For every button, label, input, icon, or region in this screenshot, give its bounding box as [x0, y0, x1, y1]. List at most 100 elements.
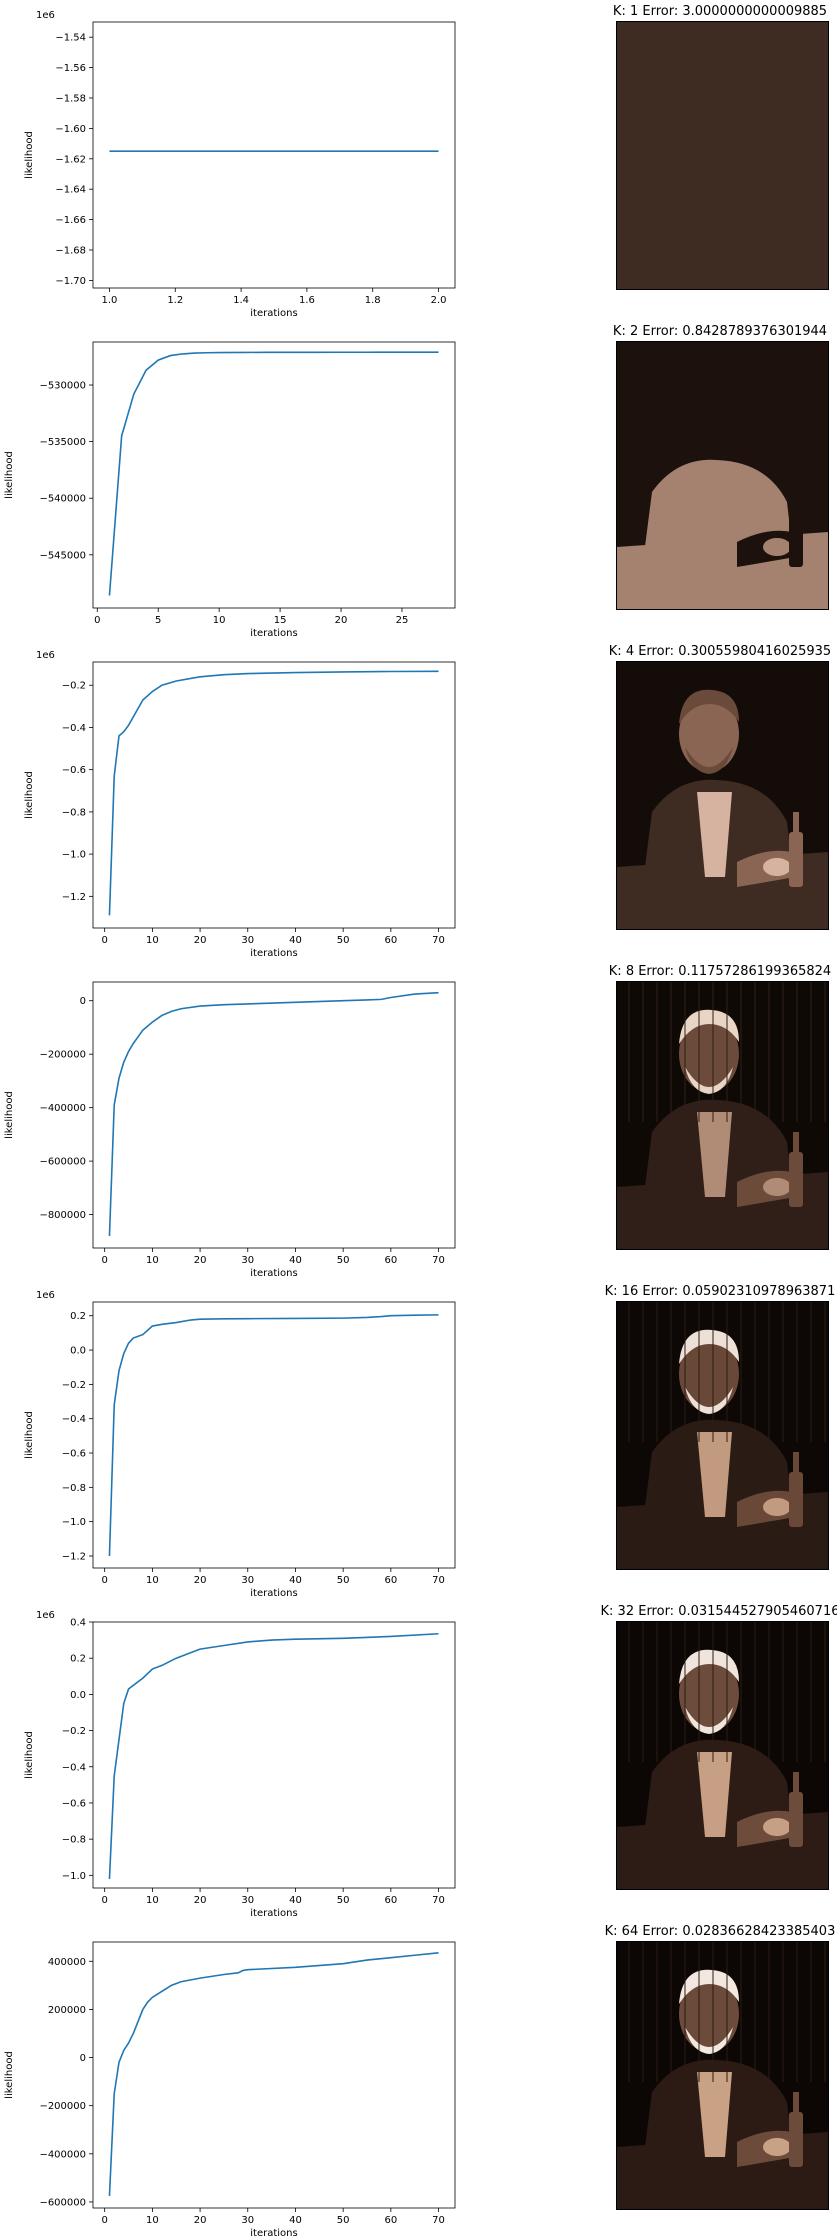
shirt-shape [697, 1752, 732, 1837]
x-tick-label: 50 [337, 1895, 350, 1906]
likelihood-line [108, 1314, 439, 1557]
y-tick-label: −0.6 [62, 1798, 86, 1809]
y-tick-label: −200000 [39, 1050, 86, 1061]
face-shape [679, 1656, 739, 1732]
x-tick-label: 0 [101, 1575, 107, 1586]
bottle-shape [789, 1792, 803, 1847]
beard-shape [685, 1387, 733, 1414]
shirt-shape [697, 472, 732, 557]
bottle-neck [793, 492, 799, 514]
bottle-neck [793, 812, 799, 834]
hand-shape [763, 858, 791, 876]
panel-title-k4: K: 4 Error: 0.30055980416025935 [608, 644, 832, 659]
plot-frame [92, 1621, 456, 1889]
x-tick-label: 50 [337, 2215, 350, 2226]
likelihood-plot-k16: 0 10 20 30 40 50 60 70 0.2 0.0 −0.2 −0.4 −0.6 −0.8 −1.… [24, 1290, 456, 1599]
y-tick-label: −1.70 [55, 276, 86, 287]
y-tick-label: −0.4 [62, 723, 86, 734]
x-tick-label: 25 [396, 615, 409, 626]
x-tick-label: 10 [146, 1575, 159, 1586]
hair-shape [679, 1009, 739, 1044]
plot-frame [92, 661, 456, 929]
hand-shape [763, 538, 791, 556]
quantized-image-render [617, 22, 828, 289]
x-tick-label: 20 [194, 1575, 207, 1586]
face-shape [679, 696, 739, 772]
x-tick-label: 0 [101, 1255, 107, 1266]
x-tick-label: 60 [384, 1575, 397, 1586]
y-tick-label: −200000 [39, 2101, 86, 2112]
bottle-neck [793, 2092, 799, 2114]
panel-title-k32: K: 32 Error: 0.031544527905460716 [600, 1604, 837, 1619]
x-tick-label: 50 [337, 935, 350, 946]
x-tick-label: 20 [194, 935, 207, 946]
x-tick-label: 20 [194, 1255, 207, 1266]
x-tick-label: 70 [432, 1895, 445, 1906]
y-axis-label: likelihood [4, 1091, 15, 1139]
x-tick-label: 60 [384, 1255, 397, 1266]
y-tick-label: −1.0 [62, 850, 86, 861]
y-tick-label: −0.4 [62, 1762, 86, 1773]
likelihood-line [108, 670, 439, 916]
x-tick-label: 60 [384, 2215, 397, 2226]
y-offset-label: 1e6 [36, 1290, 55, 1301]
hand-shape [763, 1498, 791, 1516]
y-tick-label: 200000 [48, 2005, 86, 2016]
hand-shape [763, 2138, 791, 2156]
y-tick-label: −530000 [39, 381, 86, 392]
y-tick-label: −1.64 [55, 185, 86, 196]
x-tick-label: 20 [194, 2215, 207, 2226]
likelihood-line [108, 351, 439, 596]
likelihood-plot-k1: 1.0 1.2 1.4 1.6 1.8 2.0 −1.54 −1.56 −1.58 −1.60 −1… [24, 10, 456, 319]
row-k1: 1.0 1.2 1.4 1.6 1.8 2.0 −1.54 −1.56 −1.58 −1.60 −1… [0, 0, 837, 320]
y-axis-label: likelihood [24, 131, 35, 179]
x-tick-label: 1.4 [233, 295, 249, 306]
x-tick-label: 60 [384, 935, 397, 946]
x-tick-label: 1.8 [365, 295, 381, 306]
y-axis-label: likelihood [4, 2051, 15, 2099]
hair-shape [679, 689, 739, 724]
y-tick-label: 0.0 [70, 1690, 86, 1701]
y-tick-label: −800000 [39, 1210, 86, 1221]
quantized-image-render [617, 982, 828, 1249]
x-tick-label: 0 [101, 935, 107, 946]
row-k32: 0 10 20 30 40 50 60 70 0.4 0.2 0.0 −0.2 −0.4 −0.6 −0.8… [0, 1600, 837, 1920]
x-tick-label: 70 [432, 1575, 445, 1586]
plot-frame [92, 1941, 456, 2209]
x-axis-label: iterations [250, 1588, 297, 1599]
x-tick-label: 0 [94, 615, 100, 626]
x-tick-label: 40 [289, 1255, 302, 1266]
quantized-image-k2 [616, 341, 829, 610]
x-tick-label: 10 [146, 1255, 159, 1266]
plot-frame [92, 21, 456, 289]
y-offset-label: 1e6 [36, 1610, 55, 1621]
y-offset-label: 1e6 [36, 10, 55, 21]
x-tick-label: 0 [101, 2215, 107, 2226]
x-axis-label: iterations [250, 1268, 297, 1279]
x-tick-label: 40 [289, 1575, 302, 1586]
y-tick-label: −1.60 [55, 124, 86, 135]
y-offset-label: 1e6 [36, 650, 55, 661]
shirt-shape [697, 792, 732, 877]
beard-shape [685, 1707, 733, 1734]
x-axis-label: iterations [250, 948, 297, 959]
y-tick-label: −400000 [39, 2149, 86, 2160]
row-k16: 0 10 20 30 40 50 60 70 0.2 0.0 −0.2 −0.4 −0.6 −0.8 −1.… [0, 1280, 837, 1600]
bottle-shape [789, 1472, 803, 1527]
bottle-shape [789, 512, 803, 567]
x-tick-label: 70 [432, 935, 445, 946]
y-tick-label: −1.68 [55, 246, 86, 257]
y-axis-label: likelihood [24, 1411, 35, 1459]
beard-shape [685, 427, 733, 454]
quantized-image-k64 [616, 1941, 829, 2210]
face-shape [679, 1016, 739, 1092]
panel-title-k2: K: 2 Error: 0.8428789376301944 [612, 324, 828, 339]
x-tick-label: 60 [384, 1895, 397, 1906]
y-tick-label: 0 [80, 2053, 86, 2064]
y-tick-label: 0.4 [70, 1618, 86, 1629]
x-tick-label: 10 [146, 1895, 159, 1906]
row-k8: 0 10 20 30 40 50 60 70 0 −200000 −400000 −600000 −80… [0, 960, 837, 1280]
x-tick-label: 70 [432, 2215, 445, 2226]
x-tick-label: 30 [241, 1575, 254, 1586]
bottle-shape [789, 2112, 803, 2167]
